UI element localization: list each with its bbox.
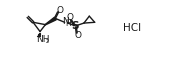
Text: O: O [56, 6, 63, 15]
Text: HCl: HCl [123, 23, 141, 33]
Text: O: O [67, 13, 74, 22]
Text: ₂: ₂ [46, 36, 49, 45]
Text: H: H [66, 19, 71, 28]
Polygon shape [45, 17, 56, 25]
Text: S: S [72, 21, 79, 31]
Text: N: N [62, 17, 69, 26]
Text: NH: NH [36, 35, 50, 44]
Text: O: O [74, 31, 81, 40]
